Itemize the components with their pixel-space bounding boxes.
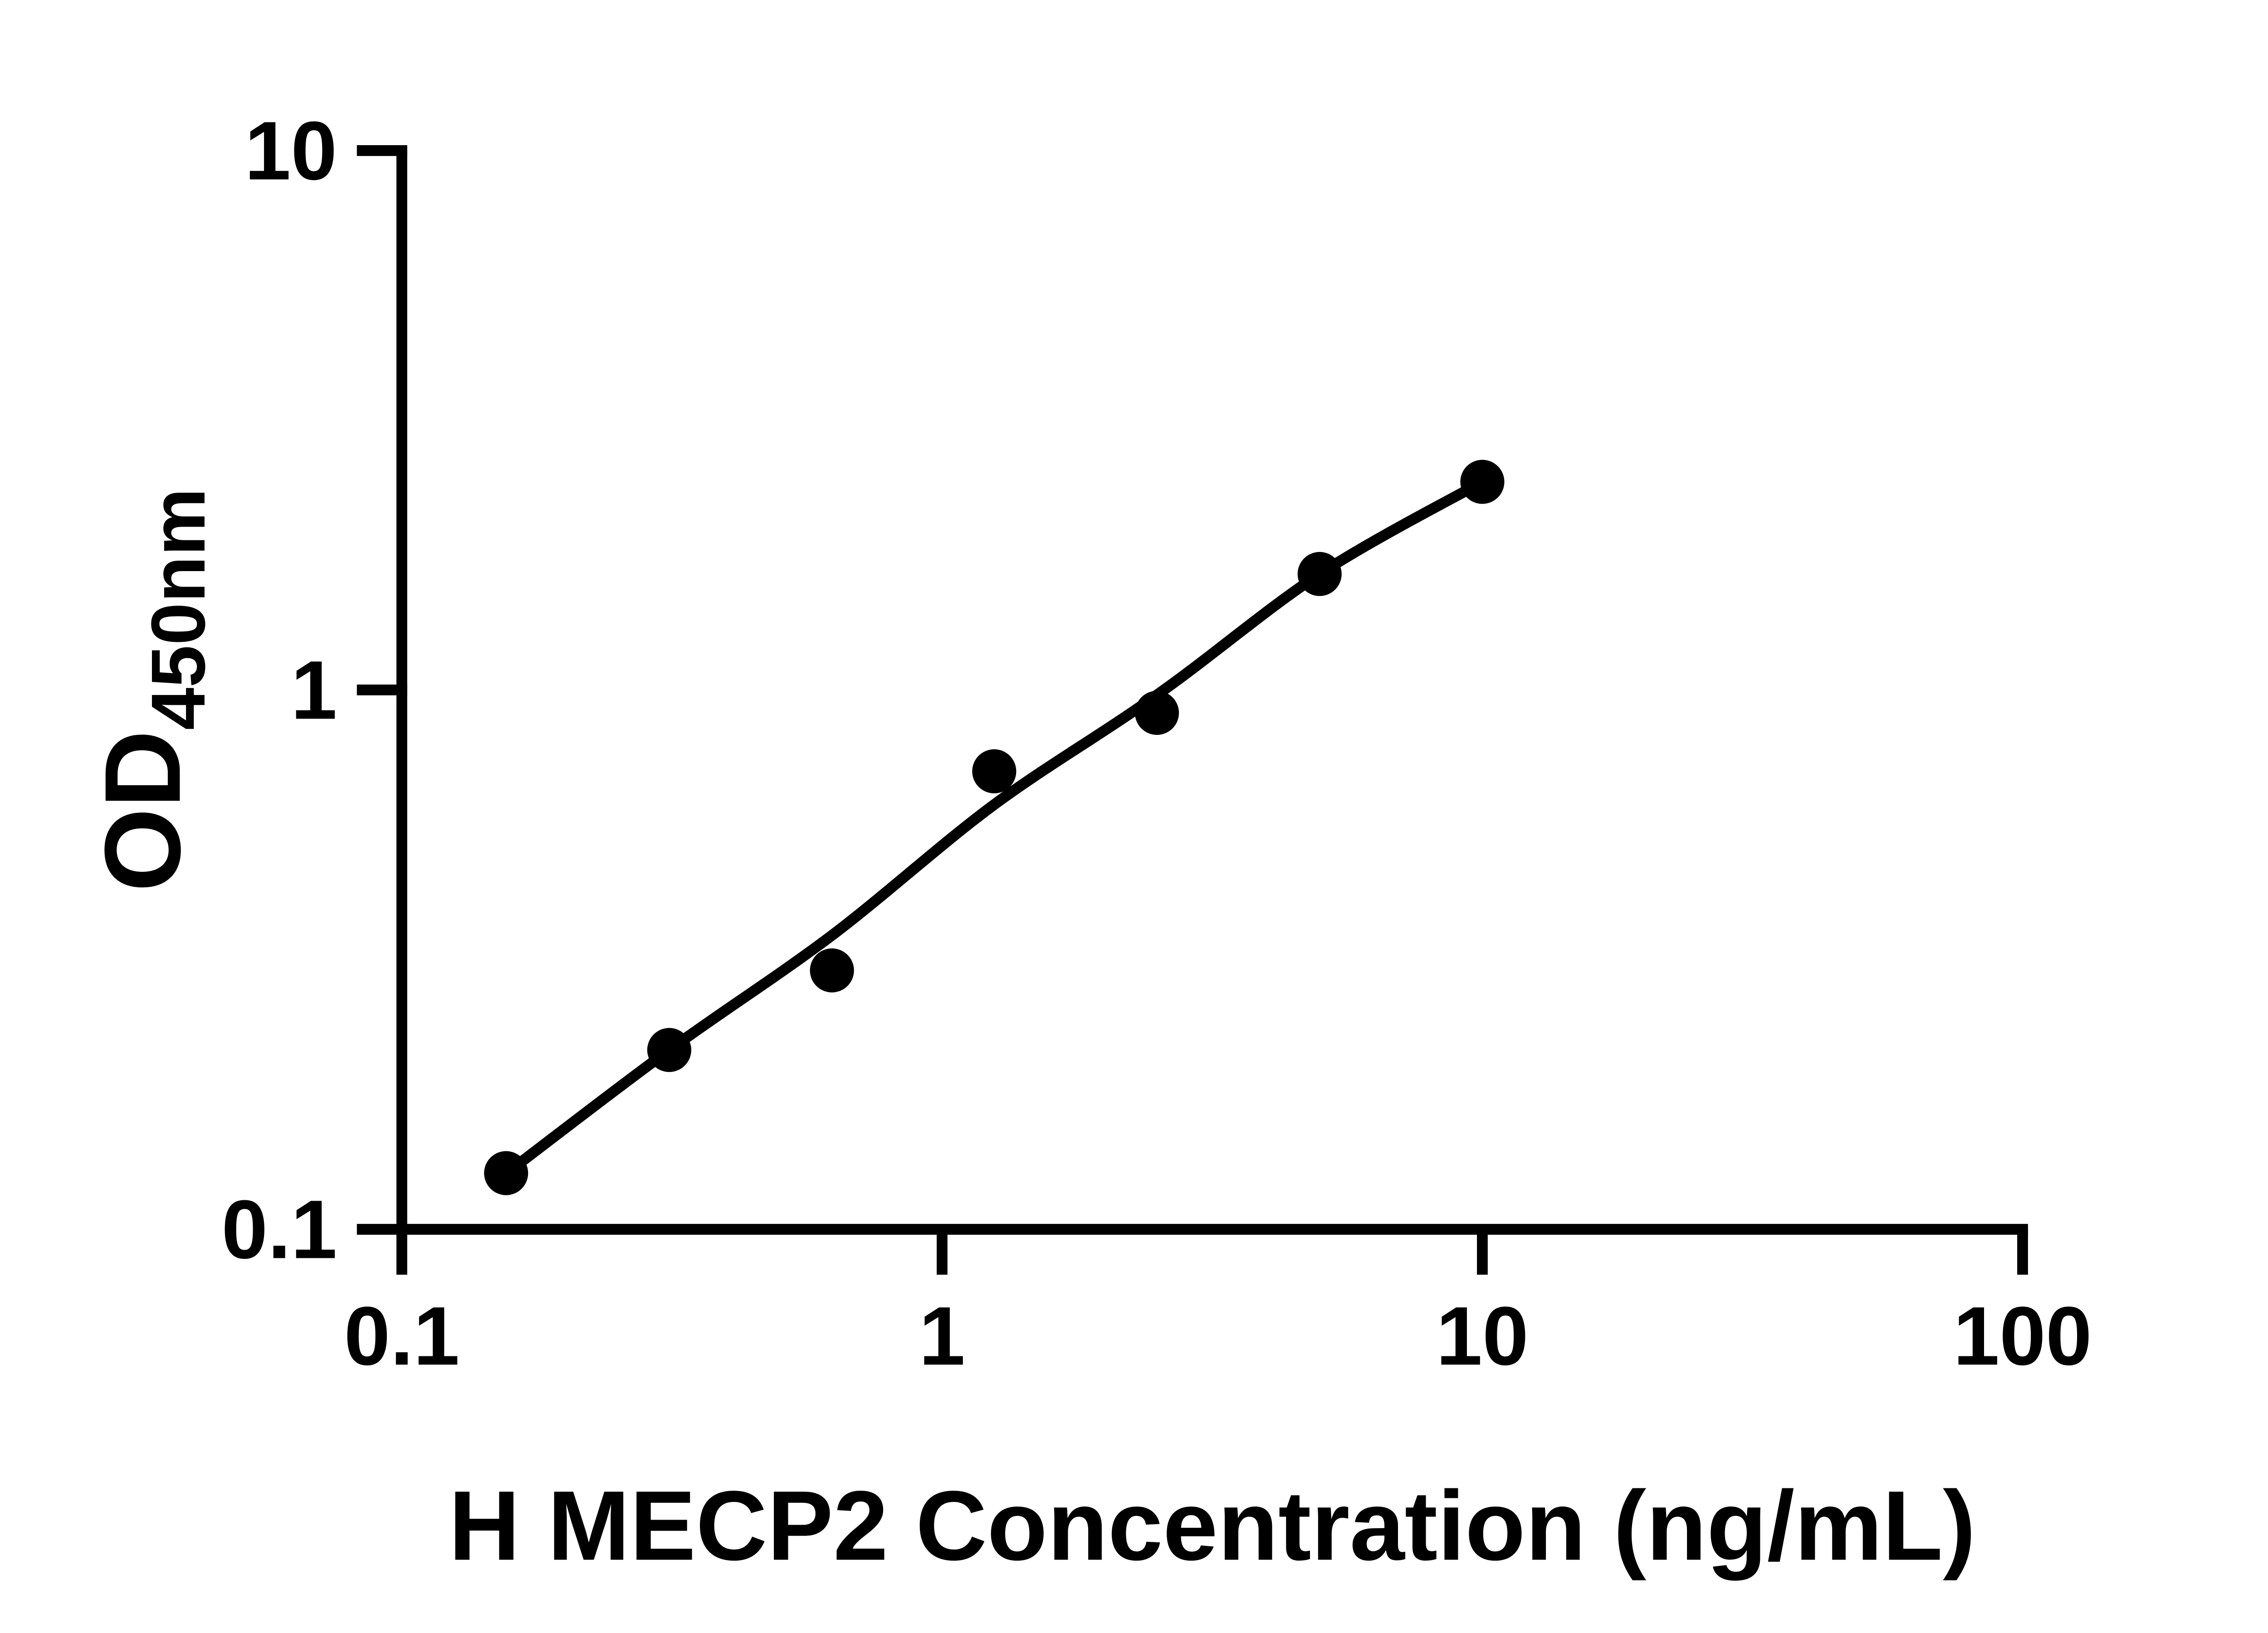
x-tick-label: 100 [1953,1289,2092,1382]
y-axis-title-base: OD [83,730,203,892]
data-points [484,460,1505,1195]
data-point-marker [1134,690,1179,735]
y-axis-title-subscript: 450nm [136,488,221,730]
y-tick-label: 10 [244,104,337,197]
data-point-marker [647,1028,691,1072]
data-point-marker [484,1151,528,1195]
tick-marks: 0.1 1 10 0.1 1 10 100 [221,104,2092,1382]
data-point-marker [1460,460,1505,504]
x-tick-label: 10 [1436,1289,1529,1382]
x-axis-title: H MECP2 Concentration (ng/mL) [449,1471,1976,1581]
data-point-marker [1297,552,1342,596]
x-tick-label: 1 [919,1289,965,1382]
y-tick-label: 1 [291,644,337,737]
y-tick-label: 0.1 [221,1183,337,1276]
data-point-marker [972,749,1017,793]
y-axis-title: OD450nm [83,488,220,892]
data-point-marker [810,948,854,993]
x-tick-label: 0.1 [344,1289,459,1382]
